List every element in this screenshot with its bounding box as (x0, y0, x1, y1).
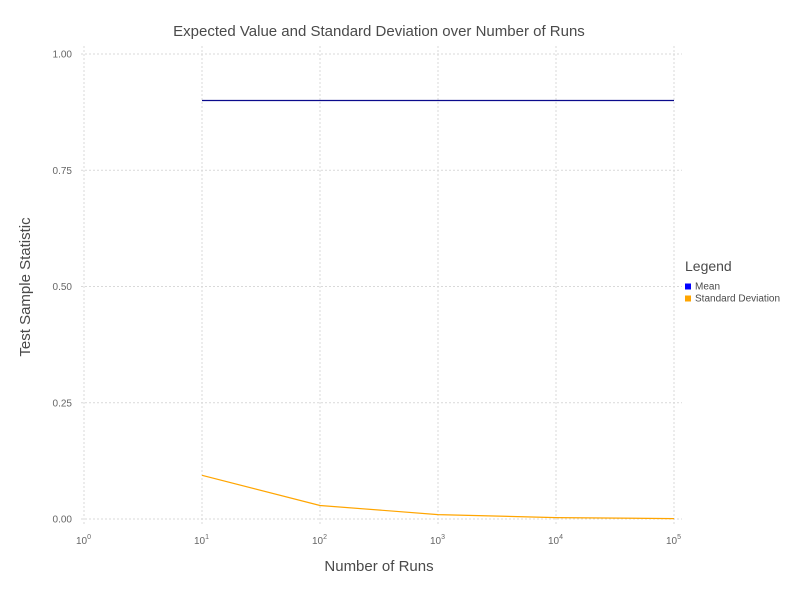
x-tick-label: 104 (548, 534, 563, 547)
y-axis-ticks: 0.00 0.25 0.50 0.75 1.00 (53, 50, 73, 526)
x-axis-label: Number of Runs (324, 558, 433, 575)
x-tick-label: 105 (666, 534, 681, 547)
series-layer (201, 99, 675, 520)
y-tick-label: 0.25 (53, 398, 73, 409)
chart-title: Expected Value and Standard Deviation ov… (173, 23, 585, 40)
y-axis-label: Test Sample Statistic (17, 217, 34, 357)
y-tick-label: 0.75 (53, 166, 73, 177)
legend-title: Legend (685, 258, 732, 274)
y-tick-label: 1.00 (53, 50, 73, 61)
x-tick-label: 101 (194, 534, 209, 547)
y-tick-label: 0.00 (53, 515, 73, 526)
x-tick-label: 100 (76, 534, 91, 547)
grid (81, 46, 682, 526)
x-tick-label: 103 (430, 534, 445, 547)
legend-label: Standard Deviation (695, 294, 780, 305)
x-tick-label: 102 (312, 534, 327, 547)
legend-swatch (685, 295, 691, 302)
legend-swatch (685, 283, 691, 290)
series-line-standard-deviation (201, 474, 675, 520)
y-tick-label: 0.50 (53, 282, 73, 293)
legend-label: Mean (695, 282, 720, 293)
x-axis-ticks: 100 101 102 103 104 105 (76, 534, 681, 547)
